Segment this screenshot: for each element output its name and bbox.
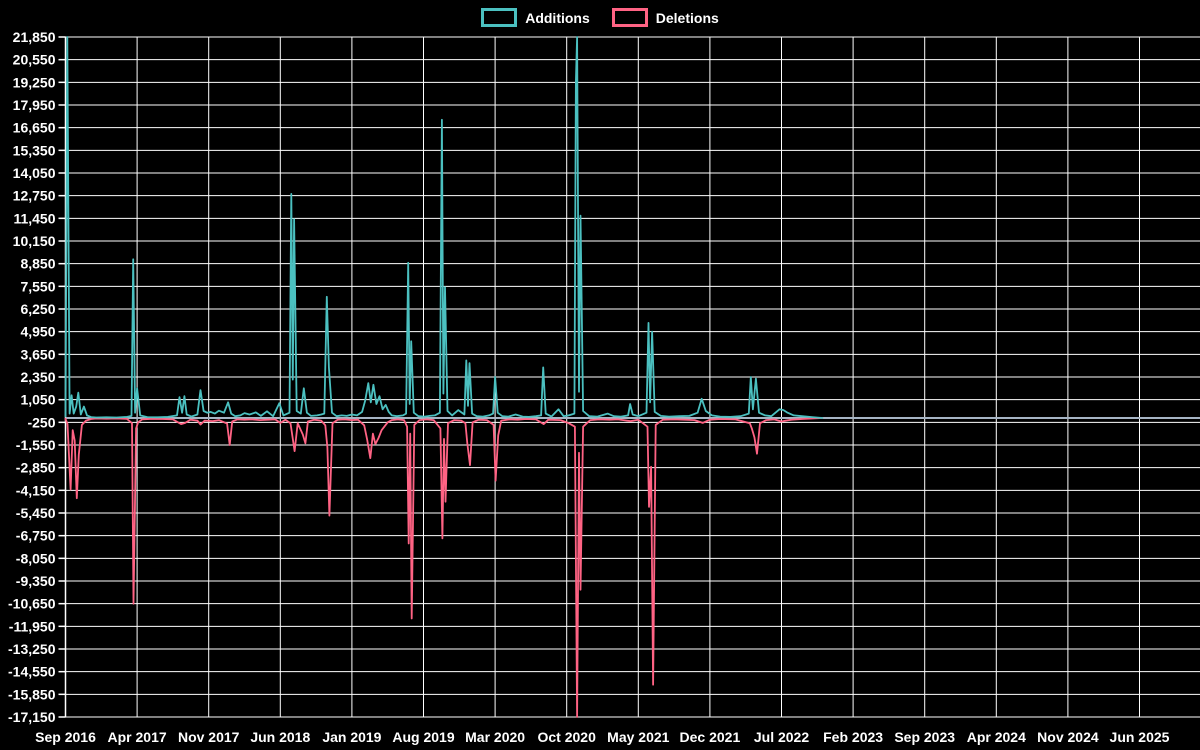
y-tick-label: 17,950	[13, 97, 56, 113]
y-tick-label: 3,650	[20, 346, 55, 362]
y-tick-label: -17,150	[8, 709, 56, 725]
x-tick-label: Jan 2019	[322, 729, 381, 745]
legend-label-additions: Additions	[525, 9, 590, 26]
legend-item-additions[interactable]: Additions	[481, 8, 590, 27]
additions-swatch-icon	[481, 8, 518, 27]
y-tick-label: -11,950	[9, 618, 56, 634]
x-tick-label: Sep 2023	[894, 729, 955, 745]
y-tick-label: 7,550	[20, 278, 55, 294]
y-tick-label: -10,650	[8, 596, 56, 612]
x-tick-label: Apr 2024	[967, 729, 1026, 745]
y-tick-label: 1,050	[20, 392, 55, 408]
y-tick-label: -13,250	[8, 641, 56, 657]
y-tick-label: -15,850	[8, 686, 56, 702]
legend-item-deletions[interactable]: Deletions	[611, 8, 719, 27]
y-tick-label: 11,450	[13, 210, 55, 226]
y-tick-label: -250	[27, 414, 55, 430]
y-tick-label: -1,550	[16, 437, 56, 453]
y-tick-label: -14,550	[8, 664, 56, 680]
x-tick-label: Sep 2016	[35, 729, 96, 745]
x-tick-label: Oct 2020	[538, 729, 597, 745]
y-tick-label: 10,150	[13, 233, 56, 249]
x-tick-label: Nov 2017	[178, 729, 240, 745]
y-tick-label: 16,650	[13, 120, 56, 136]
x-tick-label: May 2021	[607, 729, 669, 745]
y-tick-label: 20,550	[13, 52, 56, 68]
x-tick-label: Apr 2017	[108, 729, 167, 745]
y-tick-label: 6,250	[20, 301, 55, 317]
y-tick-label: 8,850	[20, 256, 55, 272]
y-tick-label: 12,750	[13, 188, 56, 204]
y-tick-label: 4,950	[20, 324, 55, 340]
x-tick-label: Nov 2024	[1037, 729, 1099, 745]
x-tick-label: Jun 2025	[1110, 729, 1170, 745]
legend-label-deletions: Deletions	[655, 9, 719, 26]
y-tick-label: -8,050	[16, 550, 56, 566]
additions-line	[64, 36, 824, 419]
deletions-line	[64, 417, 824, 718]
y-tick-label: -9,350	[16, 573, 56, 589]
y-tick-label: 2,350	[20, 369, 55, 385]
x-tick-label: Jun 2018	[250, 729, 310, 745]
y-tick-label: 19,250	[13, 74, 56, 90]
y-tick-label: -4,150	[16, 482, 56, 498]
y-tick-label: 21,850	[13, 29, 56, 45]
y-tick-label: -6,750	[16, 528, 56, 544]
y-tick-label: 15,350	[13, 142, 56, 158]
y-tick-label: -5,450	[16, 505, 56, 521]
y-tick-label: 14,050	[13, 165, 56, 181]
x-tick-label: Feb 2023	[823, 729, 883, 745]
x-tick-label: Jul 2022	[754, 729, 809, 745]
chart-legend: Additions Deletions	[0, 8, 1200, 27]
x-tick-label: Aug 2019	[392, 729, 454, 745]
x-tick-label: Mar 2020	[465, 729, 525, 745]
deletions-swatch-icon	[611, 8, 648, 27]
x-tick-label: Dec 2021	[680, 729, 741, 745]
y-tick-label: -2,850	[16, 460, 56, 476]
